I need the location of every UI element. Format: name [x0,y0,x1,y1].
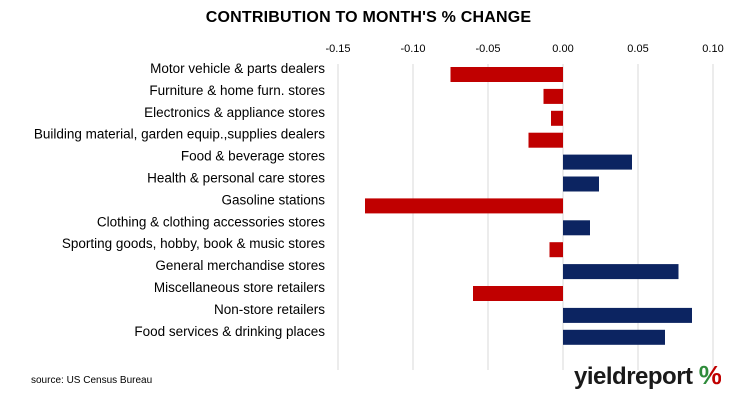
bar [551,110,563,126]
bar [528,132,563,148]
x-tick-label: -0.10 [400,43,425,55]
x-tick-label: -0.15 [325,43,350,55]
bar [563,264,679,280]
bar [365,198,563,214]
category-label: Gasoline stations [221,192,325,207]
bar [563,154,632,170]
x-tick-label: 0.10 [702,43,723,55]
bar [450,67,563,82]
category-label: Health & personal care stores [147,171,325,186]
bar [473,286,563,301]
bar [563,329,665,345]
bar [563,307,692,323]
bar [543,88,563,104]
category-label: Sporting goods, hobby, book & music stor… [62,236,325,251]
x-tick-label: 0.05 [627,43,648,55]
gridlines [337,64,714,370]
category-label: Food services & drinking places [134,324,325,339]
category-label: General merchandise stores [155,258,325,273]
bar [549,242,563,258]
category-labels: Motor vehicle & parts dealers Furniture &… [34,61,325,339]
x-tick-labels: -0.15 -0.10 -0.05 0.00 0.05 0.10 [325,43,723,55]
category-label: Electronics & appliance stores [144,105,325,120]
category-label: Furniture & home furn. stores [149,83,325,98]
category-label: Clothing & clothing accessories stores [97,214,325,229]
category-label: Building material, garden equip.,supplie… [34,127,325,142]
source-note: source: US Census Bureau [31,375,153,386]
category-label: Motor vehicle & parts dealers [150,61,325,76]
chart-title: CONTRIBUTION TO MONTH'S % CHANGE [205,9,532,26]
bars [365,67,692,345]
logo-wordmark: yieldreport [574,363,693,390]
yieldreport-logo: yieldreport % [574,360,722,391]
bar [563,176,599,192]
x-tick-label: -0.05 [475,43,500,55]
bar [563,220,590,236]
category-label: Non-store retailers [214,302,325,317]
category-label: Food & beverage stores [181,149,325,164]
logo-percent-symbol: % [698,360,722,390]
category-label: Miscellaneous store retailers [154,280,325,295]
x-tick-label: 0.00 [552,43,573,55]
